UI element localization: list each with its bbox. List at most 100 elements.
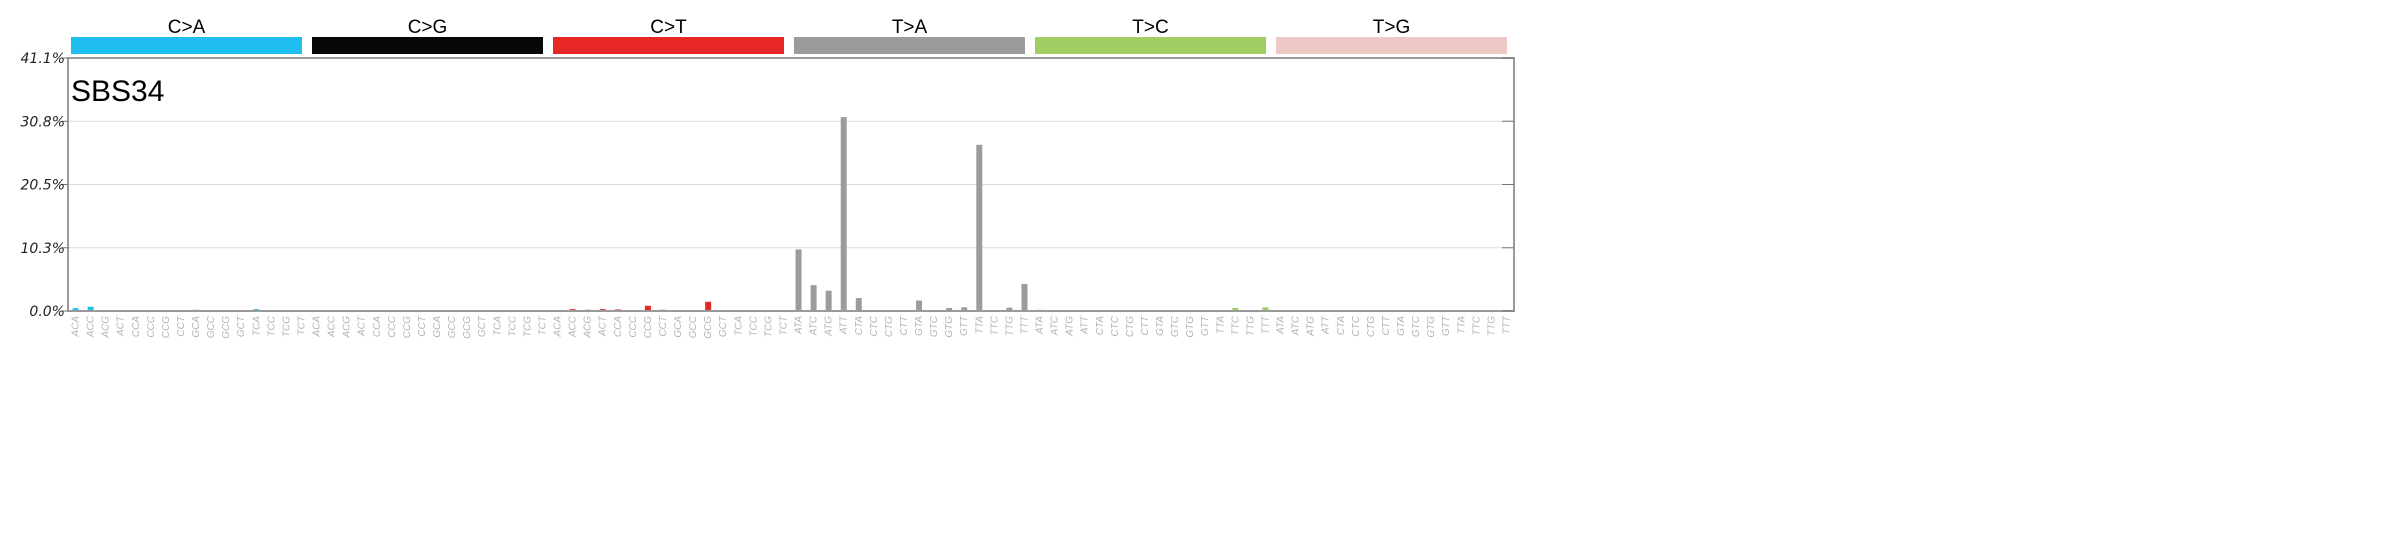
bar <box>810 285 817 311</box>
x-tick-label: CCC <box>146 315 157 337</box>
bar <box>916 300 923 311</box>
bar <box>795 249 802 311</box>
x-tick-label: TTA <box>1215 316 1226 334</box>
x-tick-label: GTA <box>1396 316 1407 336</box>
x-tick-label: CTT <box>1140 315 1151 335</box>
x-tick-label: CTC <box>869 315 880 336</box>
bar <box>1006 307 1013 311</box>
x-tick-label: GCC <box>688 315 699 338</box>
bars <box>72 117 1510 312</box>
x-tick-label: ACG <box>342 316 353 339</box>
sbs-signature-chart: C>A C>G C>T T>A T>C T>G 0.0% 10.3% 20.5% 30.8% 41… <box>21 17 1515 339</box>
x-tick-label: CCC <box>387 315 398 337</box>
y-tick-label: 41.1% <box>21 51 65 67</box>
x-tick-label: ACA <box>553 316 564 338</box>
x-tick-label: ATC <box>1291 315 1302 336</box>
x-tick-label: GTT <box>959 315 970 336</box>
mutation-type-label: C>T <box>650 17 687 38</box>
mutation-type-header: C>A C>G C>T T>A T>C T>G <box>71 17 1507 54</box>
x-tick-label: ATT <box>839 315 850 335</box>
y-axis-ticks: 0.0% 10.3% 20.5% 30.8% 41.1% <box>21 51 1514 320</box>
x-tick-label: ACT <box>598 315 609 337</box>
x-tick-label: CTG <box>884 316 895 337</box>
x-tick-label: ACC <box>327 315 338 338</box>
x-axis-ticks: ACA ACC ACG ACT CCA CCC CCG CCT GCA GCC GCG GCT TCA T… <box>71 315 1513 339</box>
x-tick-label: TTT <box>1501 315 1512 334</box>
x-tick-label: ATC <box>1050 315 1061 336</box>
x-tick-label: GTA <box>1155 316 1166 336</box>
x-tick-label: CTG <box>1366 316 1377 337</box>
bar <box>1021 283 1028 311</box>
x-tick-label: GCT <box>718 315 729 337</box>
x-tick-label: ACC <box>86 315 97 338</box>
x-tick-label: TTA <box>974 316 985 334</box>
x-tick-label: TTC <box>1230 315 1241 335</box>
bar <box>976 144 983 311</box>
bar <box>87 306 94 311</box>
x-tick-label: TTA <box>1456 316 1467 334</box>
x-tick-label: TCC <box>266 315 277 336</box>
x-tick-label: TCC <box>748 315 759 336</box>
chart-title: SBS34 <box>71 75 164 108</box>
mutation-type-bar <box>312 37 543 54</box>
mutation-type-bar <box>1035 37 1266 54</box>
x-tick-label: GTC <box>929 315 940 337</box>
x-tick-label: ATG <box>1065 316 1076 337</box>
x-tick-label: ACA <box>71 316 82 338</box>
x-tick-label: GCC <box>447 315 458 338</box>
mutation-type-label: C>G <box>408 17 448 38</box>
y-tick-label: 30.8% <box>21 114 65 130</box>
x-tick-label: ACG <box>583 316 594 339</box>
bar <box>644 305 651 311</box>
mutation-type-label: T>C <box>1132 17 1168 38</box>
x-tick-label: ATT <box>1080 315 1091 335</box>
x-tick-label: CCG <box>643 316 654 338</box>
mutation-type-bar <box>553 37 784 54</box>
x-tick-label: GCT <box>236 315 247 337</box>
x-tick-label: GTC <box>1170 315 1181 337</box>
x-tick-label: CCA <box>613 316 624 337</box>
x-tick-label: CCT <box>176 315 187 336</box>
bar <box>946 307 953 311</box>
mutation-type-bar <box>71 37 302 54</box>
x-tick-label: GCG <box>221 316 232 339</box>
x-tick-label: TCT <box>296 315 307 335</box>
x-tick-label: TCT <box>537 315 548 335</box>
y-tick-label: 20.5% <box>21 178 65 194</box>
x-tick-label: TCA <box>492 316 503 336</box>
bar <box>855 298 862 311</box>
x-tick-label: ATG <box>824 316 835 337</box>
x-tick-label: GTG <box>1185 316 1196 338</box>
x-tick-label: GCA <box>673 316 684 338</box>
x-tick-label: ATC <box>809 315 820 336</box>
x-tick-label: GTT <box>1200 315 1211 336</box>
x-tick-label: ATA <box>1276 316 1287 335</box>
x-tick-label: GCG <box>703 316 714 339</box>
mutation-type-bar <box>794 37 1025 54</box>
x-tick-label: ACC <box>568 315 579 338</box>
x-tick-label: GCT <box>477 315 488 337</box>
x-tick-label: ATT <box>1321 315 1332 335</box>
x-tick-label: GTA <box>914 316 925 336</box>
x-tick-label: ATG <box>1306 316 1317 337</box>
bar <box>840 117 847 312</box>
x-tick-label: GTT <box>1441 315 1452 336</box>
x-tick-label: CTT <box>899 315 910 335</box>
bar <box>961 307 968 311</box>
x-tick-label: GCA <box>191 316 202 338</box>
x-tick-label: ACA <box>312 316 323 338</box>
x-tick-label: GTG <box>944 316 955 338</box>
x-tick-label: TTC <box>989 315 1000 335</box>
bar <box>72 308 79 311</box>
x-tick-label: TTG <box>1004 316 1015 336</box>
x-tick-label: TCA <box>251 316 262 336</box>
x-tick-label: CTT <box>1381 315 1392 335</box>
x-tick-label: TCA <box>733 316 744 336</box>
x-tick-label: TCG <box>281 316 292 337</box>
bar <box>825 290 832 311</box>
bar <box>1262 307 1269 311</box>
x-tick-label: CCG <box>402 316 413 338</box>
x-tick-label: ATA <box>1035 316 1046 335</box>
y-tick-label: 0.0% <box>29 304 65 320</box>
x-tick-label: TCG <box>763 316 774 337</box>
